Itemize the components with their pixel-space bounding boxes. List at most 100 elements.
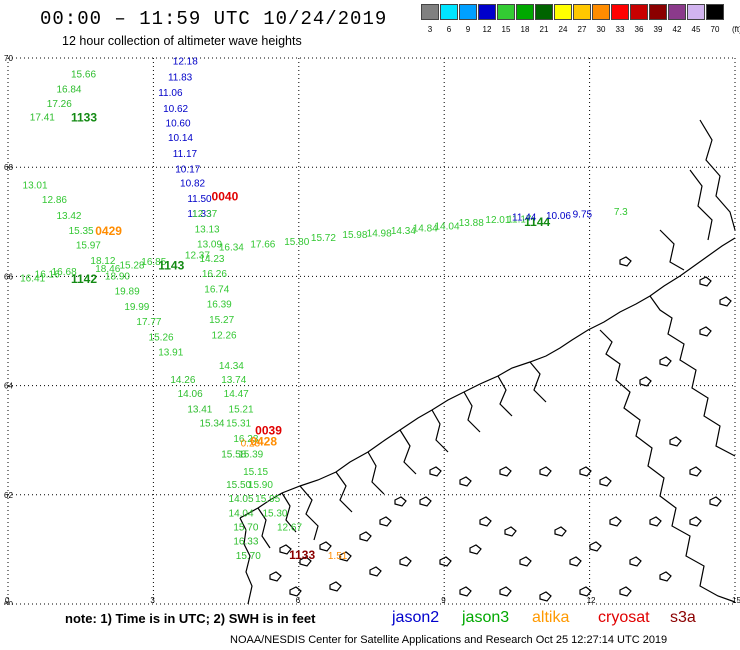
colorbar-label: 3 xyxy=(427,25,433,34)
colorbar-swatch xyxy=(668,4,686,20)
island-outline xyxy=(589,541,602,552)
island-outline xyxy=(539,466,552,477)
page-subtitle: 12 hour collection of altimeter wave hei… xyxy=(62,34,302,48)
track-jason3-lower-value: 13.41 xyxy=(187,405,212,416)
track-jason3-right-value: 14.34 xyxy=(219,361,244,372)
island-outline xyxy=(499,466,512,477)
track-jason3-right-value: 16.39 xyxy=(207,300,232,311)
track-jason3-lower-value: 15.58 xyxy=(221,449,246,460)
legend-jason2: jason2 xyxy=(392,609,440,626)
track-jason2-right-value: 9.75 xyxy=(573,210,593,221)
track-jason3-horizontal-value: 14.98 xyxy=(367,229,392,240)
track-jason3-lower-value: 14.05 xyxy=(229,494,254,505)
credit-line: NOAA/NESDIS Center for Satellite Applica… xyxy=(230,634,668,646)
colorbar-label: 18 xyxy=(520,25,530,34)
track-jason2-value: 10.17 xyxy=(175,164,200,175)
island-outline xyxy=(609,516,622,527)
track-jason3-horizontal-value: 13.88 xyxy=(459,218,484,229)
lat-tick-label: 62 xyxy=(4,491,13,500)
track-jason3-horizontal-value: 16.34 xyxy=(219,242,244,253)
track-jason3-lower-value: 15.70 xyxy=(236,551,261,562)
track-jason3-horizontal-value: 18.46 xyxy=(95,264,120,275)
track-jason3-horizontal-value: 1143 xyxy=(158,258,184,272)
island-outline xyxy=(369,566,382,577)
track-jason2-value: 11.50 xyxy=(187,194,212,205)
track-jason3-horizontal-value: 1142 xyxy=(71,272,97,286)
coastline-segment xyxy=(599,329,736,603)
island-outline xyxy=(699,276,712,287)
track-jason3-right-value: 14.47 xyxy=(224,389,249,400)
island-outline xyxy=(669,436,682,447)
island-outline xyxy=(619,256,632,267)
track-jason2-value: 11.06 xyxy=(158,88,183,99)
lat-tick-label: 66 xyxy=(4,272,13,281)
island-outline xyxy=(689,516,702,527)
colorbar-label: 39 xyxy=(653,25,663,34)
track-jason3-horizontal-value: 16.41 xyxy=(20,273,45,284)
colorbar-label: 27 xyxy=(577,25,587,34)
coastline-segment xyxy=(399,429,417,475)
track-jason3-right-value: 15.90 xyxy=(248,480,273,491)
colorbar-swatch xyxy=(554,4,572,20)
track-jason3-diag-value: 13.01 xyxy=(23,181,48,192)
lon-tick-label: 0 xyxy=(5,596,10,605)
track-jason3-lower-value: 14.06 xyxy=(178,389,203,400)
island-outline xyxy=(459,586,472,597)
track-jason3-horizontal-value: 12.01 xyxy=(485,215,510,226)
colorbar-swatch xyxy=(497,4,515,20)
island-outline xyxy=(519,556,532,567)
track-altika-value: 0429 xyxy=(95,224,122,238)
track-jason3-horizontal-value: 11.17 xyxy=(507,215,532,226)
coastline-segment xyxy=(335,471,353,513)
lat-tick-label: 64 xyxy=(4,382,13,391)
island-outline xyxy=(499,586,512,597)
colorbar-swatch xyxy=(687,4,705,20)
track-jason3-lower-value: 16.33 xyxy=(233,537,258,548)
coastline-segment xyxy=(257,507,271,549)
track-jason3-diag-value: 13.91 xyxy=(158,348,183,359)
legend-cryosat: cryosat xyxy=(598,609,650,626)
island-outline xyxy=(459,476,472,487)
island-outline xyxy=(479,516,492,527)
track-jason3-right-value: 15.95 xyxy=(255,494,280,505)
coastline-segment xyxy=(281,492,297,533)
island-outline xyxy=(599,476,612,487)
track-jason3-horizontal-value: 16.16 xyxy=(35,270,60,281)
colorbar-swatch xyxy=(421,4,439,20)
track-jason3-diag-value: 15.35 xyxy=(69,226,94,237)
track-jason3-horizontal-value: 12.37 xyxy=(185,251,210,262)
colorbar-label: 21 xyxy=(539,25,549,34)
colorbar-unit: (ft) xyxy=(732,25,740,34)
coastline-segment xyxy=(431,409,449,453)
track-jason3-horizontal-value: 16.68 xyxy=(52,267,77,278)
track-jason3-lower-value: 15.34 xyxy=(199,419,224,430)
coastline-segment xyxy=(649,295,736,457)
lat-tick-label: 68 xyxy=(4,163,13,172)
colorbar-label: 36 xyxy=(634,25,644,34)
track-jason3-right-value: 12.67 xyxy=(277,522,302,533)
island-outline xyxy=(429,466,442,477)
lon-tick-label: 12 xyxy=(587,596,596,605)
track-jason3-left-value: 1133 xyxy=(71,111,97,125)
island-outline xyxy=(329,581,342,592)
colorbar-swatch xyxy=(440,4,458,20)
track-jason2-value: 10.62 xyxy=(163,104,188,115)
track-jason3-diag-value: 18.90 xyxy=(105,271,130,282)
track-jason3-right-value: 15.31 xyxy=(226,419,251,430)
coastline-segment xyxy=(367,451,385,495)
track-jason3-horizontal-value: 16.85 xyxy=(141,257,166,268)
island-outline xyxy=(579,466,592,477)
track-altika-value: 0.23 xyxy=(241,438,261,449)
coastline-segment xyxy=(689,169,713,241)
footnote: note: 1) Time is in UTC; 2) SWH is in fe… xyxy=(65,611,316,626)
track-jason3-left-value: 15.66 xyxy=(71,69,96,80)
colorbar-label: 12 xyxy=(482,25,492,34)
track-jason3-left-value: 17.26 xyxy=(47,99,72,110)
colorbar-swatch xyxy=(573,4,591,20)
track-jason3-horizontal-value: 7.3 xyxy=(614,207,628,218)
track-jason3-horizontal-value: 15.72 xyxy=(311,233,336,244)
track-altika-value: 1.51 xyxy=(328,551,348,562)
track-jason3-lower-value: 15.70 xyxy=(233,522,258,533)
track-jason2-value: 11.17 xyxy=(173,149,198,160)
